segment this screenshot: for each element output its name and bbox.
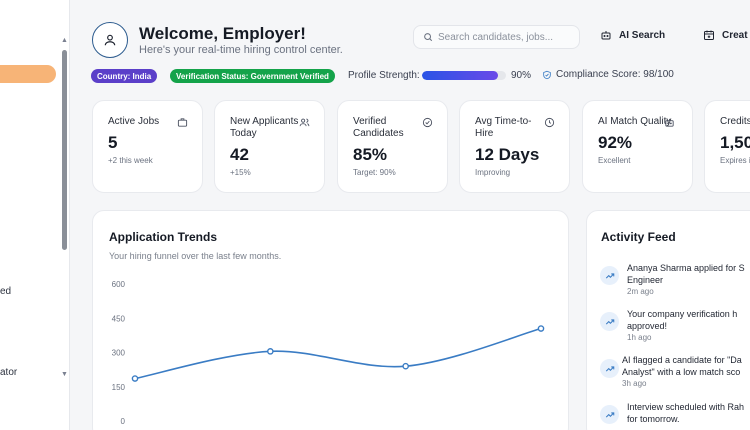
user-icon	[104, 34, 116, 46]
activity-line: Ananya Sharma applied for S	[627, 263, 745, 273]
activity-line: Engineer	[627, 275, 664, 285]
data-point[interactable]	[267, 348, 274, 355]
profile-strength-bar	[422, 71, 506, 80]
bot-icon	[601, 31, 611, 40]
stat-card-credits[interactable]: Credits 1,50 Expires i	[704, 100, 750, 193]
activity-text: AI flagged a candidate for "Da Analyst" w…	[622, 354, 750, 378]
ai-search-button[interactable]: AI Search	[600, 29, 665, 41]
ai-search-label: AI Search	[619, 29, 666, 41]
stat-card-ai-match-quality[interactable]: AI Match Quality 92% Excellent	[582, 100, 693, 193]
stat-card-title: Avg Time-to-Hire	[475, 116, 532, 139]
y-tick-label: 0	[121, 417, 126, 426]
activity-time: 2m ago	[627, 287, 654, 296]
y-tick-label: 450	[112, 314, 126, 323]
stat-card-sub: +15%	[230, 168, 251, 177]
calendar-plus-icon	[704, 30, 714, 40]
stat-card-new-applicants[interactable]: New Applicants Today 42 +15%	[214, 100, 325, 193]
clock-icon	[544, 117, 555, 128]
activity-text: Ananya Sharma applied for S Engineer	[627, 262, 750, 286]
stat-card-value: 85%	[353, 145, 388, 164]
activity-feed-panel: Activity Feed Ananya Sharma applied for …	[586, 210, 750, 430]
series-line	[134, 327, 542, 380]
application-trends-panel: 0 150 300 450 600 Application Trends Your hi…	[92, 210, 569, 430]
stat-card-title: New Applicants Today	[230, 116, 299, 139]
y-tick-label: 150	[112, 383, 126, 392]
sidebar-scrollbar[interactable]: ▲ ▼	[60, 37, 68, 380]
profile-strength-value: 90%	[511, 70, 532, 81]
trending-up-icon	[600, 359, 619, 378]
activity-line: approved!	[627, 321, 668, 331]
activity-feed-title: Activity Feed	[601, 230, 676, 244]
search-icon	[424, 33, 433, 42]
stat-card-sub: Target: 90%	[353, 168, 396, 177]
activity-line: Analyst" with a low match sco	[622, 367, 741, 377]
bot-icon	[665, 118, 674, 127]
activity-line: for tomorrow.	[627, 414, 680, 424]
search-box[interactable]	[413, 25, 580, 49]
avatar[interactable]	[92, 22, 128, 58]
stat-card-active-jobs[interactable]: Active Jobs 5 +2 this week	[92, 100, 203, 193]
stat-card-sub: Excellent	[598, 156, 631, 165]
stat-card-title: Active Jobs	[108, 116, 160, 127]
profile-strength-label: Profile Strength:	[348, 70, 420, 81]
stat-card-value: 42	[230, 145, 249, 164]
trending-up-icon	[600, 312, 619, 331]
trends-subtitle: Your hiring funnel over the last few mon…	[109, 251, 282, 261]
y-tick-label: 600	[112, 280, 126, 289]
stat-card-sub: Improving	[475, 168, 511, 177]
stat-card-title: Credits	[720, 116, 750, 127]
users-icon	[299, 118, 310, 127]
data-point[interactable]	[131, 375, 139, 382]
shield-check-icon	[543, 70, 551, 79]
stat-card-value: 92%	[598, 133, 633, 152]
scrollbar-thumb[interactable]	[62, 50, 67, 250]
scroll-up-icon[interactable]: ▲	[61, 37, 68, 44]
create-label: Creat	[722, 29, 748, 41]
activity-time: 1h ago	[627, 333, 652, 342]
country-badge: Country: India	[91, 69, 158, 83]
trending-up-icon	[600, 266, 619, 285]
check-circle-icon	[422, 117, 433, 128]
activity-text: Interview scheduled with Rah for tomorrow…	[627, 401, 750, 425]
data-point[interactable]	[402, 362, 409, 370]
sidebar-item-label[interactable]: ed	[0, 286, 12, 297]
activity-line: Your company verification h	[627, 309, 738, 319]
activity-line: Interview scheduled with Rah	[627, 402, 745, 412]
create-button[interactable]: Creat	[703, 29, 748, 41]
application-trends-chart: 0 150 300 450 600	[112, 280, 545, 426]
profile-strength-fill	[422, 71, 498, 80]
trends-title: Application Trends	[109, 230, 218, 244]
y-tick-label: 300	[112, 349, 126, 358]
stat-card-sub: +2 this week	[108, 156, 153, 165]
stat-card-title: Verified Candidates	[353, 116, 404, 139]
page-subtitle: Here's your real-time hiring control cen…	[139, 44, 343, 56]
sidebar: ed ator ▲ ▼	[0, 0, 70, 430]
scroll-down-icon[interactable]: ▼	[61, 371, 68, 378]
activity-line: AI flagged a candidate for "Da	[622, 355, 742, 365]
stat-card-verified-candidates[interactable]: Verified Candidates 85% Target: 90%	[337, 100, 448, 193]
sidebar-item-label[interactable]: ator	[0, 367, 18, 378]
stat-card-sub: Expires i	[720, 156, 750, 165]
briefcase-icon	[177, 118, 188, 127]
stat-card-time-to-hire[interactable]: Avg Time-to-Hire 12 Days Improving	[459, 100, 570, 193]
data-point[interactable]	[537, 325, 545, 332]
activity-time: 3h ago	[622, 379, 647, 388]
stat-card-title: AI Match Quality	[598, 116, 672, 127]
compliance-score-text: Compliance Score: 98/100	[556, 69, 674, 80]
activity-text: Your company verification h approved!	[627, 308, 750, 332]
stat-card-value: 5	[108, 133, 118, 152]
stat-card-value: 1,50	[720, 133, 750, 152]
page-title: Welcome, Employer!	[139, 24, 306, 43]
stat-card-value: 12 Days	[475, 145, 540, 164]
search-input[interactable]	[438, 31, 578, 43]
verification-badge: Verification Status: Government Verified	[170, 69, 335, 83]
sidebar-active-item[interactable]	[0, 65, 56, 83]
trending-up-icon	[600, 405, 619, 424]
compliance-score: Compliance Score: 98/100	[542, 69, 674, 80]
